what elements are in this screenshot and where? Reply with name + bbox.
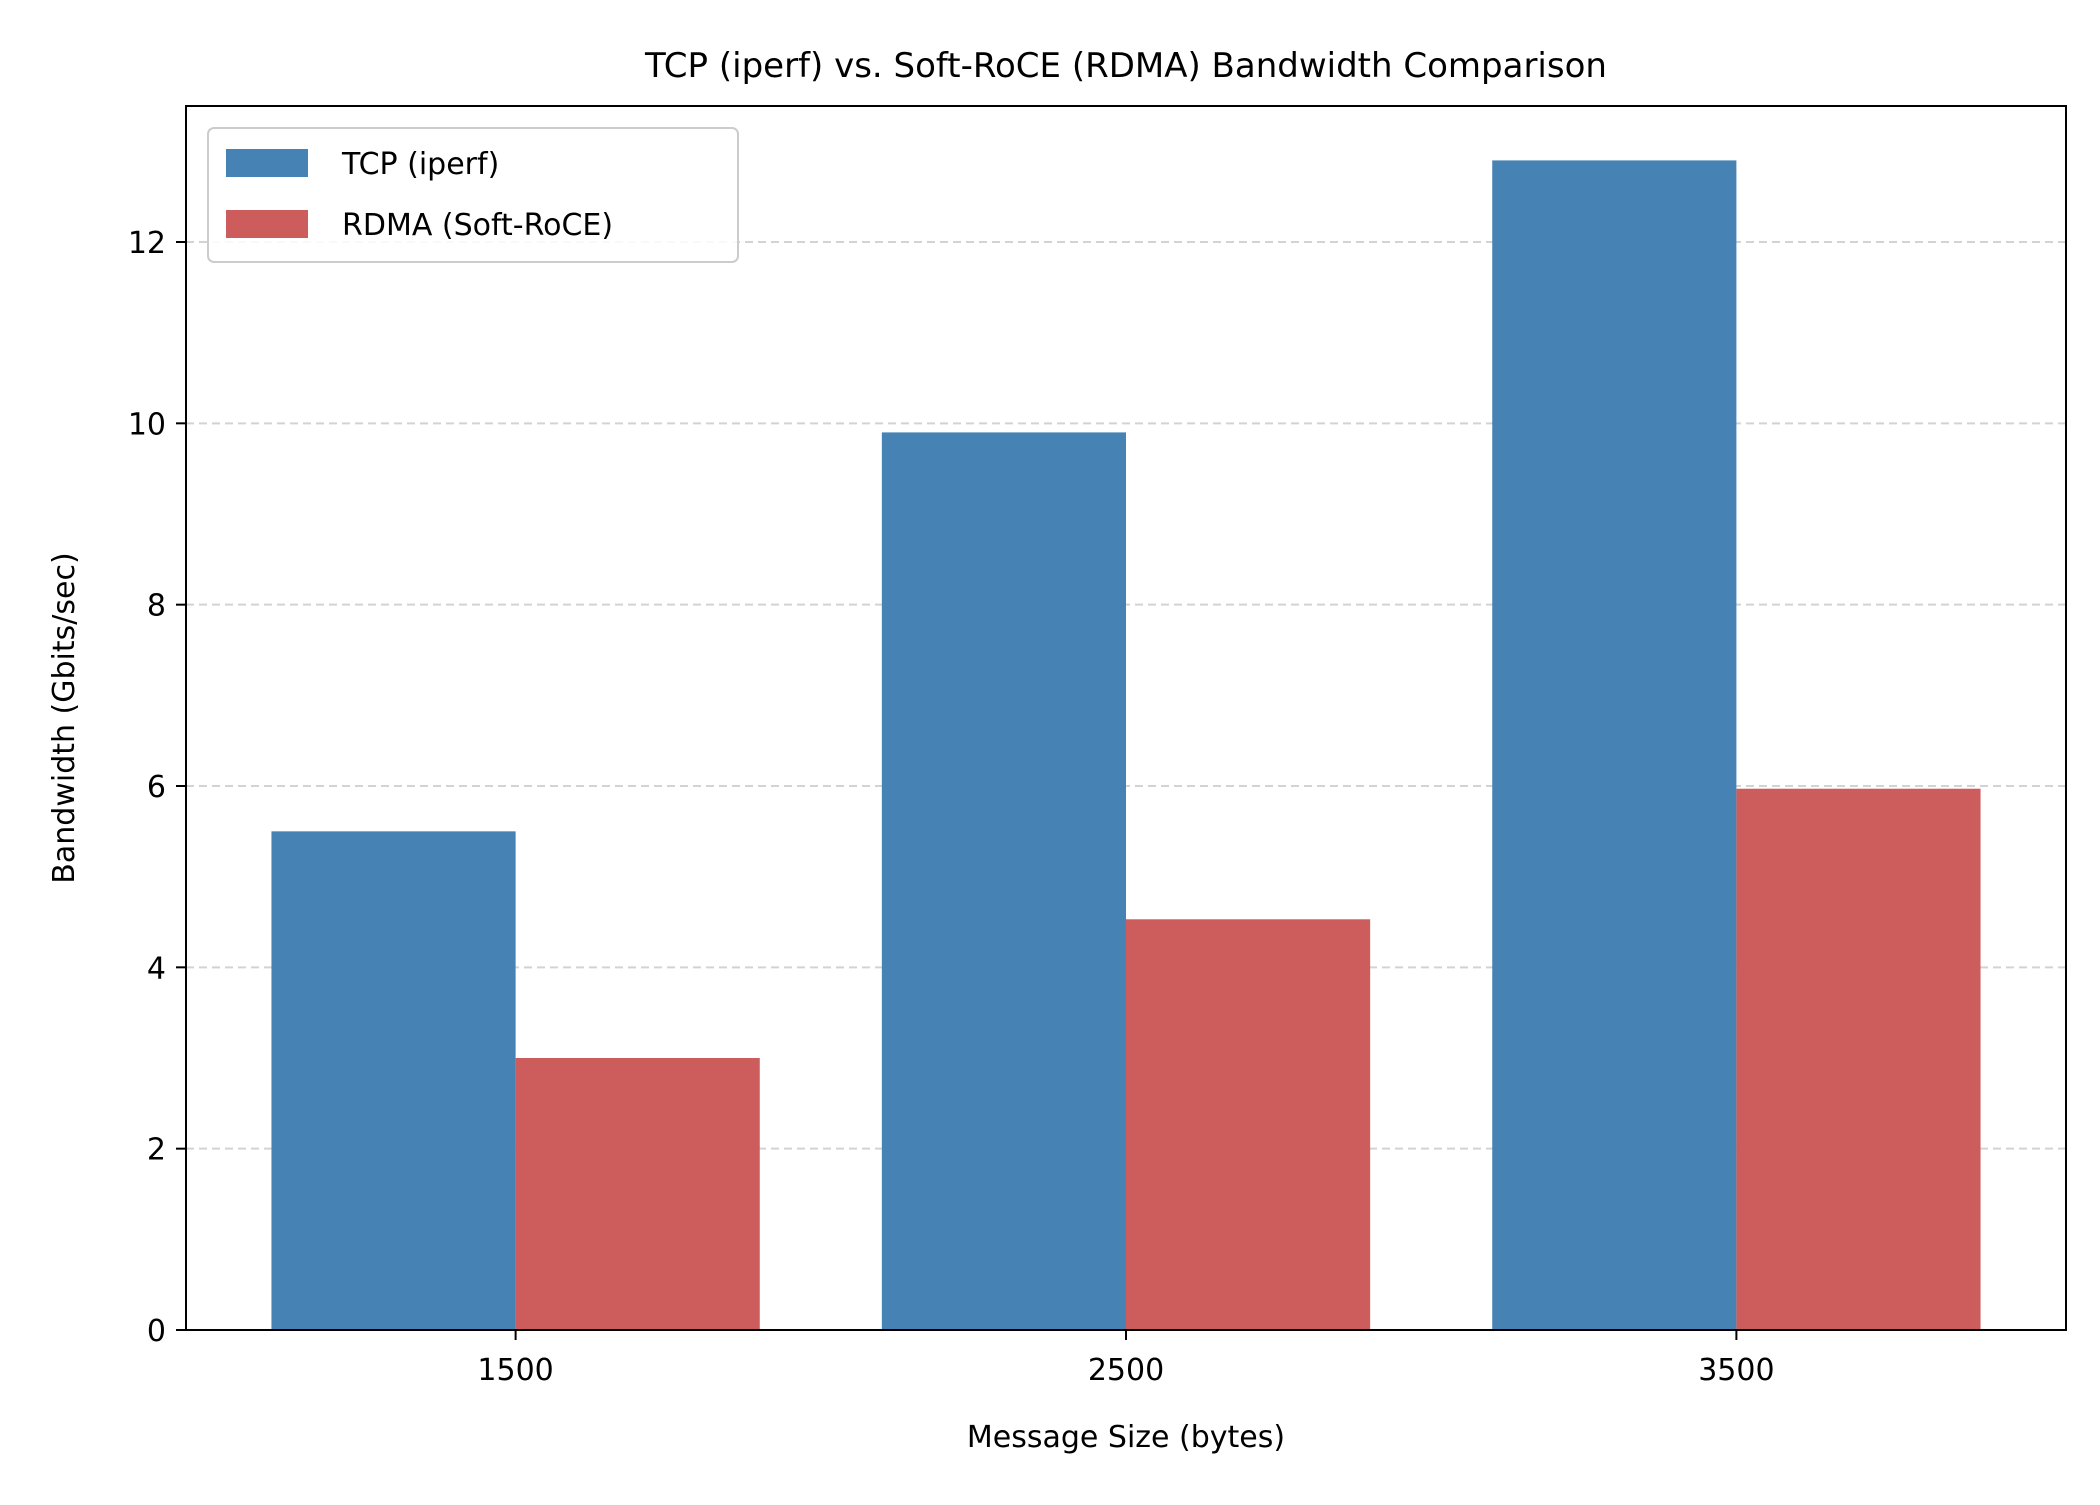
- bars: [271, 160, 1981, 1330]
- bar-rdma-2500: [1126, 919, 1371, 1330]
- y-tick-label: 12: [128, 226, 166, 261]
- bar-tcp-2500: [881, 432, 1126, 1330]
- bar-rdma-3500: [1736, 788, 1981, 1330]
- bar-tcp-1500: [271, 831, 516, 1330]
- y-tick-label: 8: [147, 589, 166, 624]
- legend-label-rdma: RDMA (Soft-RoCE): [342, 208, 613, 243]
- legend-label-tcp: TCP (iperf): [341, 147, 499, 182]
- x-axis-label: Message Size (bytes): [967, 1420, 1285, 1455]
- legend: TCP (iperf) RDMA (Soft-RoCE): [207, 127, 739, 263]
- y-axis-ticks: 0 2 4 6 8 10 12: [128, 226, 186, 1349]
- bar-rdma-1500: [515, 1058, 760, 1330]
- y-tick-label: 6: [147, 770, 166, 805]
- legend-box: [207, 127, 739, 263]
- y-axis-label: Bandwidth (Gbits/sec): [47, 552, 82, 883]
- chart-title: TCP (iperf) vs. Soft-RoCE (RDMA) Bandwid…: [644, 46, 1607, 86]
- y-tick-label: 2: [147, 1133, 166, 1168]
- x-tick-label: 3500: [1698, 1353, 1774, 1388]
- y-tick-label: 4: [147, 951, 166, 986]
- x-tick-label: 2500: [1088, 1353, 1164, 1388]
- x-tick-label: 1500: [477, 1353, 553, 1388]
- legend-swatch-tcp: [226, 149, 308, 177]
- bar-tcp-3500: [1492, 160, 1737, 1330]
- x-axis-ticks: 1500 2500 3500: [477, 1330, 1775, 1388]
- y-tick-label: 0: [147, 1314, 166, 1349]
- legend-swatch-rdma: [226, 210, 308, 238]
- y-tick-label: 10: [128, 407, 166, 442]
